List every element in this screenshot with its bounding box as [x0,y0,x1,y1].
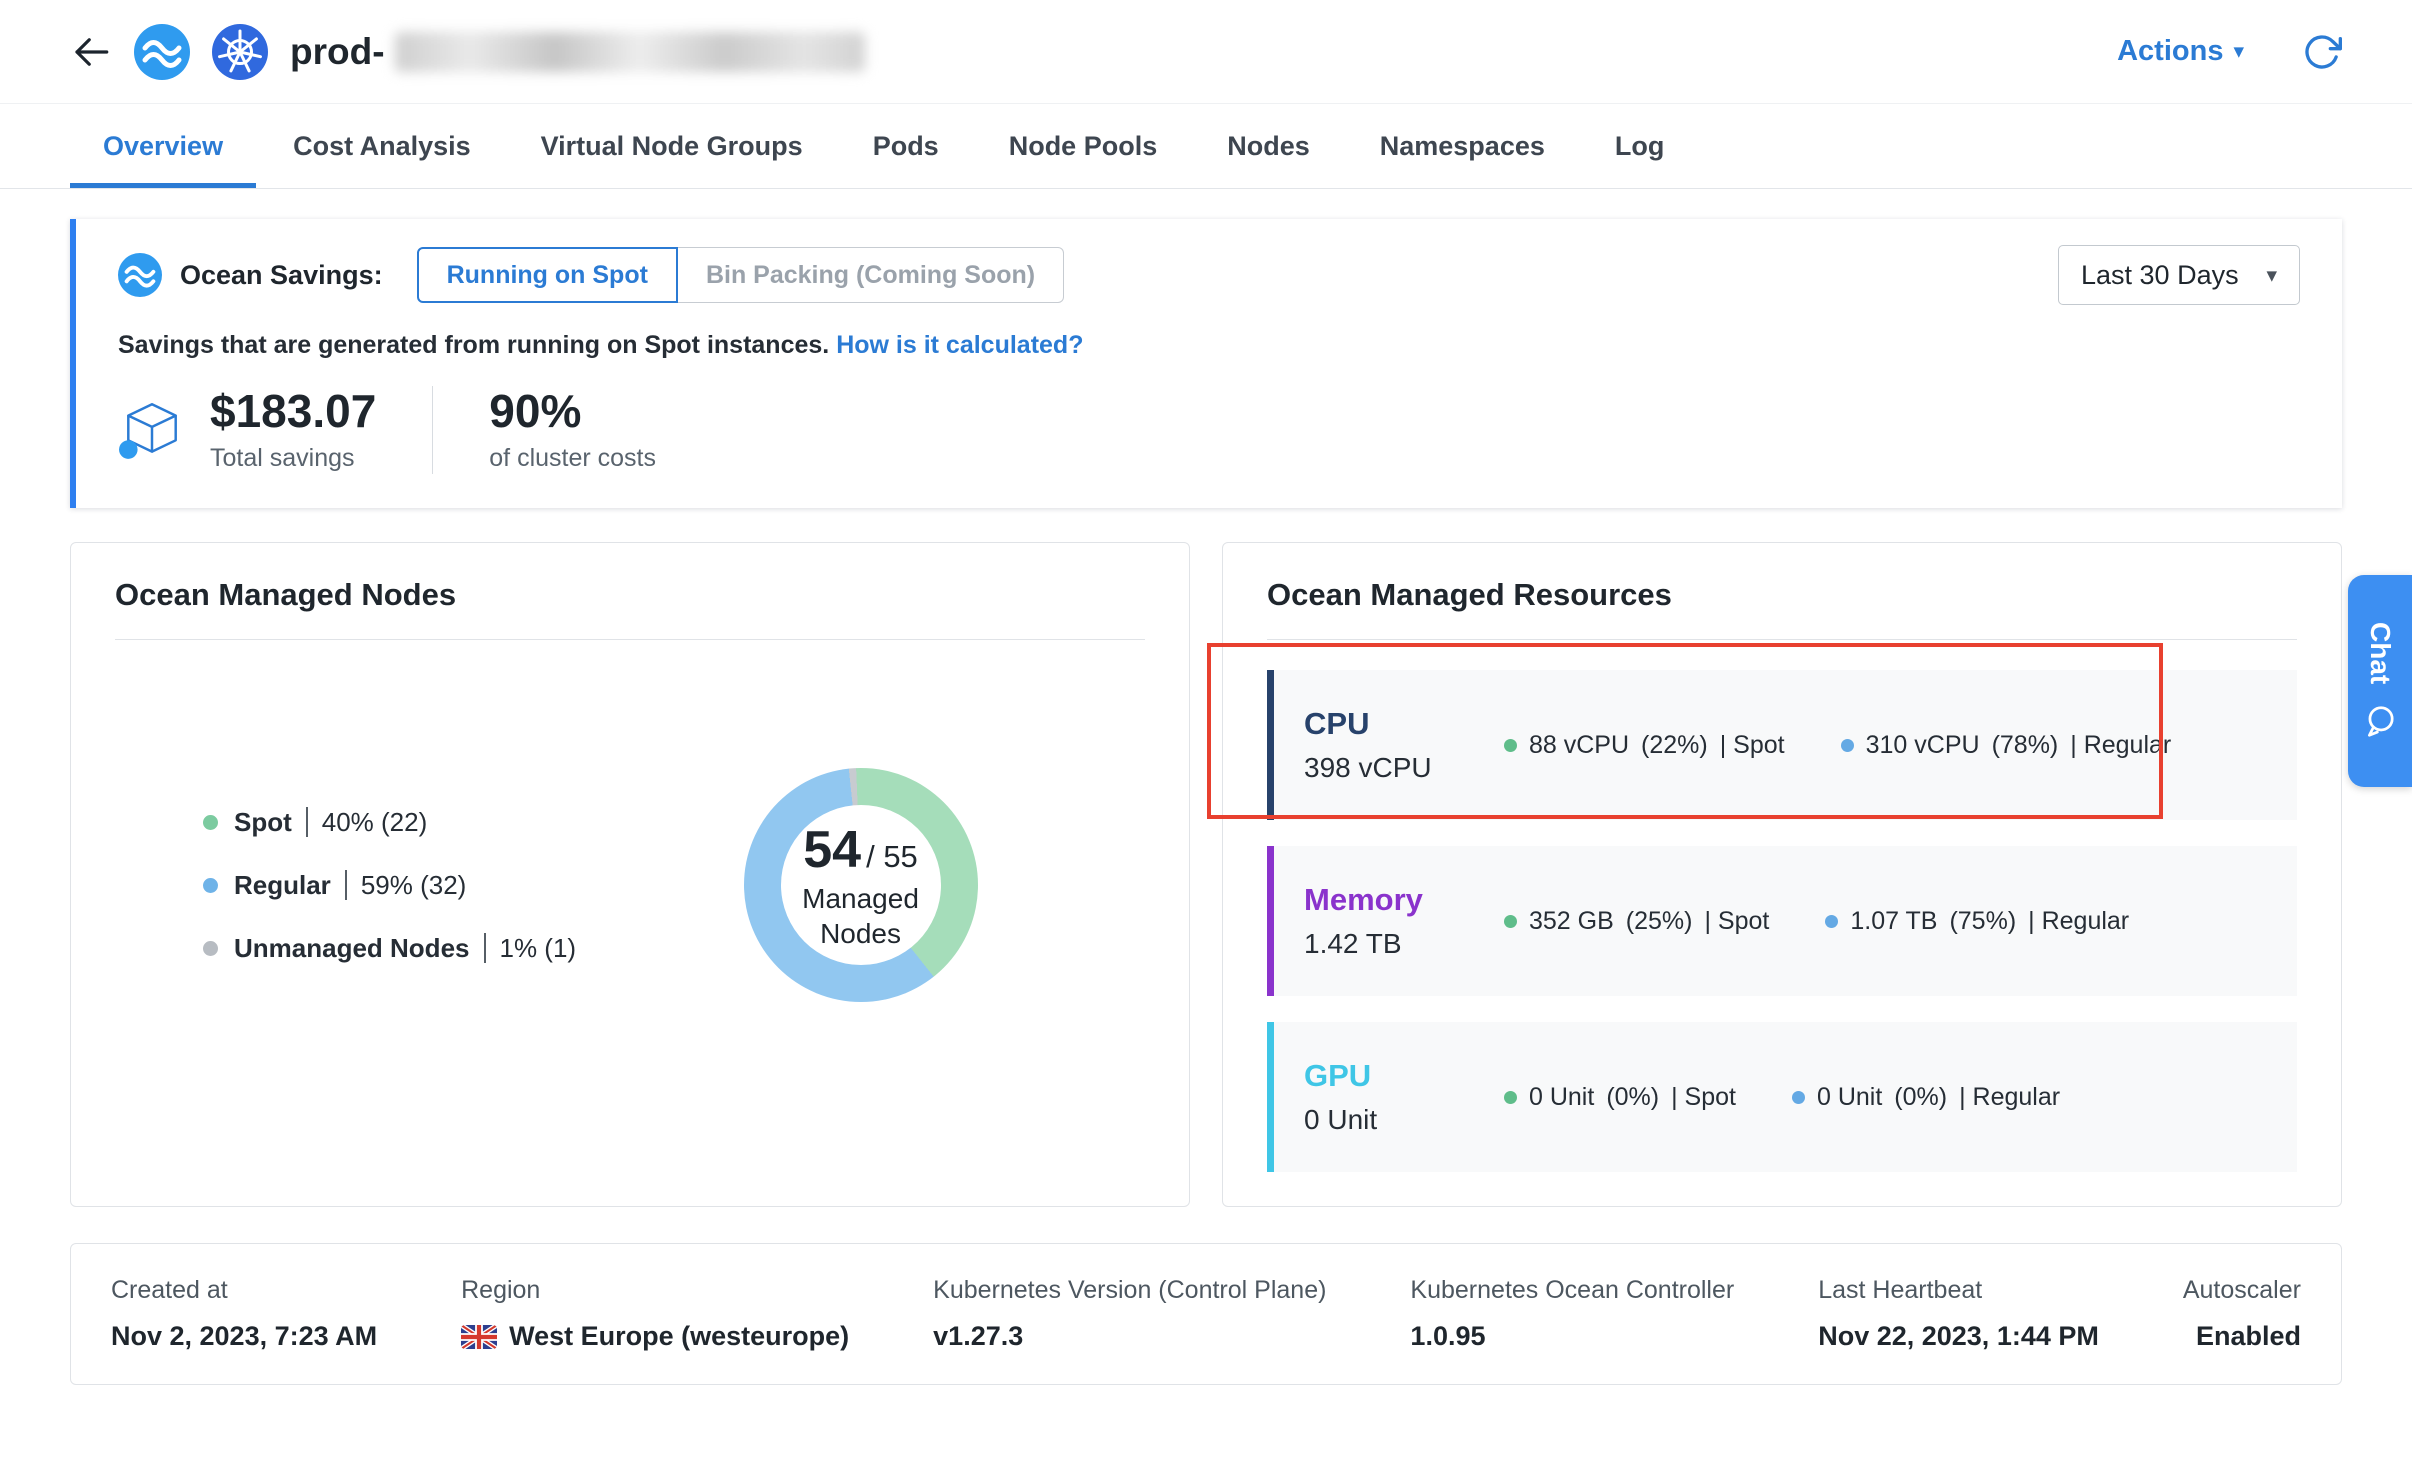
card-divider [1267,639,2297,640]
ocean-savings-logo-icon [118,253,162,297]
spot-stat: 0 Unit (0%) | Spot [1504,1083,1736,1112]
spot-dot-icon [1504,738,1517,752]
regular-stat: 0 Unit (0%) | Regular [1791,1083,2060,1112]
regular-dot-icon [1840,738,1854,752]
cluster-cost-stat: 90% of cluster costs [489,387,656,472]
legend-dot [203,940,218,956]
refresh-button[interactable] [2302,32,2342,72]
resource-name: CPU [1304,706,1370,741]
tab-namespaces[interactable]: Namespaces [1379,131,1545,161]
tab-pods[interactable]: Pods [872,131,939,161]
legend-dot [203,814,218,830]
legend-separator [483,933,486,963]
tab-node-pools[interactable]: Node Pools [1008,131,1158,161]
cluster-cost-percent: 90% [489,385,582,438]
legend-dot [203,877,218,893]
footer-region: Region West Europe (westeurope) [461,1276,850,1351]
managed-nodes-count: 54 [803,821,862,879]
spot-stat: 88 vCPU (22%) | Spot [1504,731,1785,760]
managed-nodes-total: / 55 [866,839,918,874]
chevron-down-icon: ▾ [2233,40,2244,63]
cluster-name-prefix: prod- [290,30,385,72]
resource-name: GPU [1304,1058,1372,1093]
savings-cube-icon [118,396,186,464]
header: prod- Actions ▾ [0,0,2412,104]
tab-virtual-node-groups[interactable]: Virtual Node Groups [540,131,803,161]
chat-icon [2362,704,2398,740]
regular-dot-icon [1825,914,1839,928]
tab-cost-analysis[interactable]: Cost Analysis [293,131,471,161]
running-on-spot-toggle[interactable]: Running on Spot [416,247,678,303]
back-button[interactable] [70,31,112,73]
legend-separator [344,870,347,900]
managed-nodes-donut: 54 / 55 Managed Nodes [743,768,978,1002]
regular-stat: 1.07 TB (75%) | Regular [1825,907,2129,936]
chat-button[interactable]: Chat [2348,575,2412,787]
footer-k8s-version: Kubernetes Version (Control Plane) v1.27… [933,1276,1327,1351]
stat-divider [432,386,434,474]
total-savings-stat: $183.07 Total savings [210,387,376,472]
legend-item-spot: Spot 40% (22) [203,807,576,838]
period-dropdown[interactable]: Last 30 Days ▾ [2058,245,2300,305]
spot-stat: 352 GB (25%) | Spot [1504,907,1769,936]
footer-last-heartbeat: Last Heartbeat Nov 22, 2023, 1:44 PM [1818,1276,2099,1351]
tab-overview[interactable]: Overview [70,104,257,188]
nodes-legend: Spot 40% (22) Regular 59% (32) Unmanaged… [115,807,576,964]
chat-label: Chat [2365,621,2396,685]
tab-log[interactable]: Log [1614,131,1665,161]
how-calculated-link[interactable]: How is it calculated? [836,331,1084,359]
kubernetes-icon [212,23,268,80]
tab-bar: Overview Cost Analysis Virtual Node Grou… [0,104,2412,189]
page-title: prod- [290,31,865,73]
bin-packing-toggle[interactable]: Bin Packing (Coming Soon) [677,247,1065,303]
footer-created-at: Created at Nov 2, 2023, 7:23 AM [111,1276,378,1351]
resource-total: 398 vCPU [1304,752,1432,783]
cluster-cost-label: of cluster costs [489,443,657,472]
managed-resources-title: Ocean Managed Resources [1267,577,1672,612]
donut-center: 54 / 55 Managed Nodes [780,805,941,965]
footer-ocean-controller: Kubernetes Ocean Controller 1.0.95 [1410,1276,1735,1351]
savings-view-toggle: Running on Spot Bin Packing (Coming Soon… [416,247,1065,303]
resource-total: 1.42 TB [1304,928,1402,959]
cluster-info-bar: Created at Nov 2, 2023, 7:23 AM Region W… [70,1243,2342,1385]
managed-nodes-title: Ocean Managed Nodes [115,577,457,612]
resource-row: Memory 1.42 TB 352 GB (25%) | Spot 1.07 … [1267,846,2297,996]
ocean-managed-resources-card: Ocean Managed Resources CPU 398 vCPU 88 … [1207,542,2342,1207]
chevron-down-icon: ▾ [2266,263,2277,287]
footer-autoscaler: Autoscaler Enabled [2182,1276,2301,1351]
savings-description: Savings that are generated from running … [118,331,830,359]
total-savings-amount: $183.07 [210,385,377,438]
legend-item-unmanaged: Unmanaged Nodes 1% (1) [203,933,576,964]
spot-dot-icon [1504,1090,1517,1104]
resource-name: Memory [1304,882,1423,917]
resource-row: CPU 398 vCPU 88 vCPU (22%) | Spot 310 vC… [1267,670,2297,820]
legend-item-regular: Regular 59% (32) [203,870,576,901]
ocean-savings-label: Ocean Savings: [180,259,383,290]
actions-menu-button[interactable]: Actions ▾ [2117,35,2244,68]
redacted-cluster-name [394,31,865,72]
actions-label: Actions [2117,35,2224,67]
ocean-managed-nodes-card: Ocean Managed Nodes Spot 40% (22) Regula… [70,542,1190,1207]
overview-cards: Ocean Managed Nodes Spot 40% (22) Regula… [70,542,2342,1207]
regular-stat: 310 vCPU (78%) | Regular [1840,731,2171,760]
spot-ocean-logo-icon [134,23,190,80]
ocean-savings-panel: Ocean Savings: Running on Spot Bin Packi… [70,219,2342,508]
resource-row: GPU 0 Unit 0 Unit (0%) | Spot 0 Unit (0%… [1267,1022,2297,1172]
card-divider [115,639,1145,640]
uk-flag-icon [461,1324,498,1349]
regular-dot-icon [1791,1090,1805,1104]
tab-nodes[interactable]: Nodes [1227,131,1310,161]
resource-total: 0 Unit [1304,1104,1378,1135]
spot-dot-icon [1504,914,1517,928]
total-savings-label: Total savings [210,443,355,472]
legend-separator [305,807,308,837]
period-value: Last 30 Days [2081,259,2239,290]
